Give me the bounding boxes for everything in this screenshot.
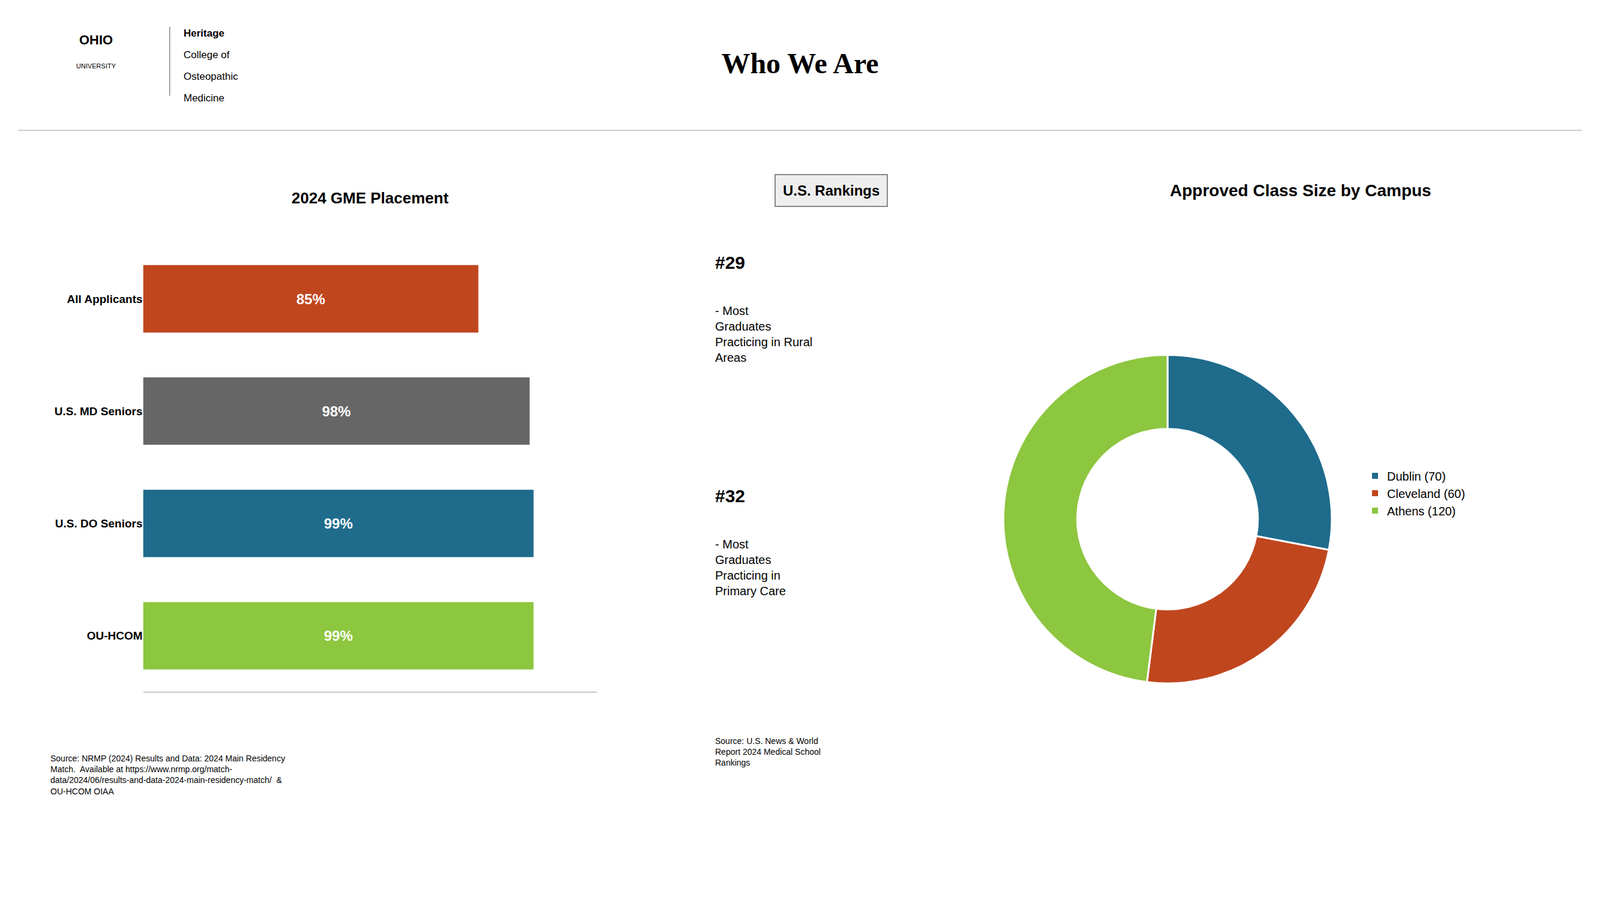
svg-text:99%: 99% <box>323 627 353 644</box>
svg-text:U.S. MD Seniors: U.S. MD Seniors <box>54 404 143 418</box>
svg-text:- MostGraduatesPracticing in R: - MostGraduatesPracticing in RuralAreas <box>715 304 813 365</box>
svg-text:2024 GME Placement: 2024 GME Placement <box>291 188 449 207</box>
svg-text:Source: U.S. News & WorldRepor: Source: U.S. News & WorldReport 2024 Med… <box>715 736 821 768</box>
svg-text:UNIVERSITY: UNIVERSITY <box>76 62 117 70</box>
svg-text:All Applicants: All Applicants <box>67 292 143 306</box>
svg-text:#29: #29 <box>715 252 746 273</box>
svg-text:College of: College of <box>183 49 230 61</box>
svg-text:U.S. DO Seniors: U.S. DO Seniors <box>55 517 143 530</box>
svg-text:- MostGraduatesPracticing inPr: - MostGraduatesPracticing inPrimary Care <box>715 537 786 598</box>
svg-text:OU-HCOM: OU-HCOM <box>86 629 143 642</box>
svg-text:Source: NRMP (2024) Results an: Source: NRMP (2024) Results and Data: 20… <box>50 753 285 797</box>
svg-text:85%: 85% <box>296 290 326 308</box>
svg-text:Cleveland (60): Cleveland (60) <box>1387 487 1466 501</box>
svg-text:Approved Class Size by Campus: Approved Class Size by Campus <box>1169 181 1432 200</box>
svg-text:OHIO: OHIO <box>79 32 113 48</box>
svg-text:U.S. Rankings: U.S. Rankings <box>782 182 880 199</box>
svg-text:Who We Are: Who We Are <box>721 47 879 80</box>
svg-text:Heritage: Heritage <box>183 27 225 39</box>
svg-text:98%: 98% <box>322 403 351 420</box>
svg-text:Medicine: Medicine <box>183 92 225 104</box>
svg-text:#32: #32 <box>715 485 746 506</box>
svg-text:Osteopathic: Osteopathic <box>183 70 239 83</box>
svg-text:Dublin (70): Dublin (70) <box>1387 469 1446 483</box>
svg-text:Athens (120): Athens (120) <box>1387 504 1457 518</box>
svg-text:99%: 99% <box>323 515 353 532</box>
